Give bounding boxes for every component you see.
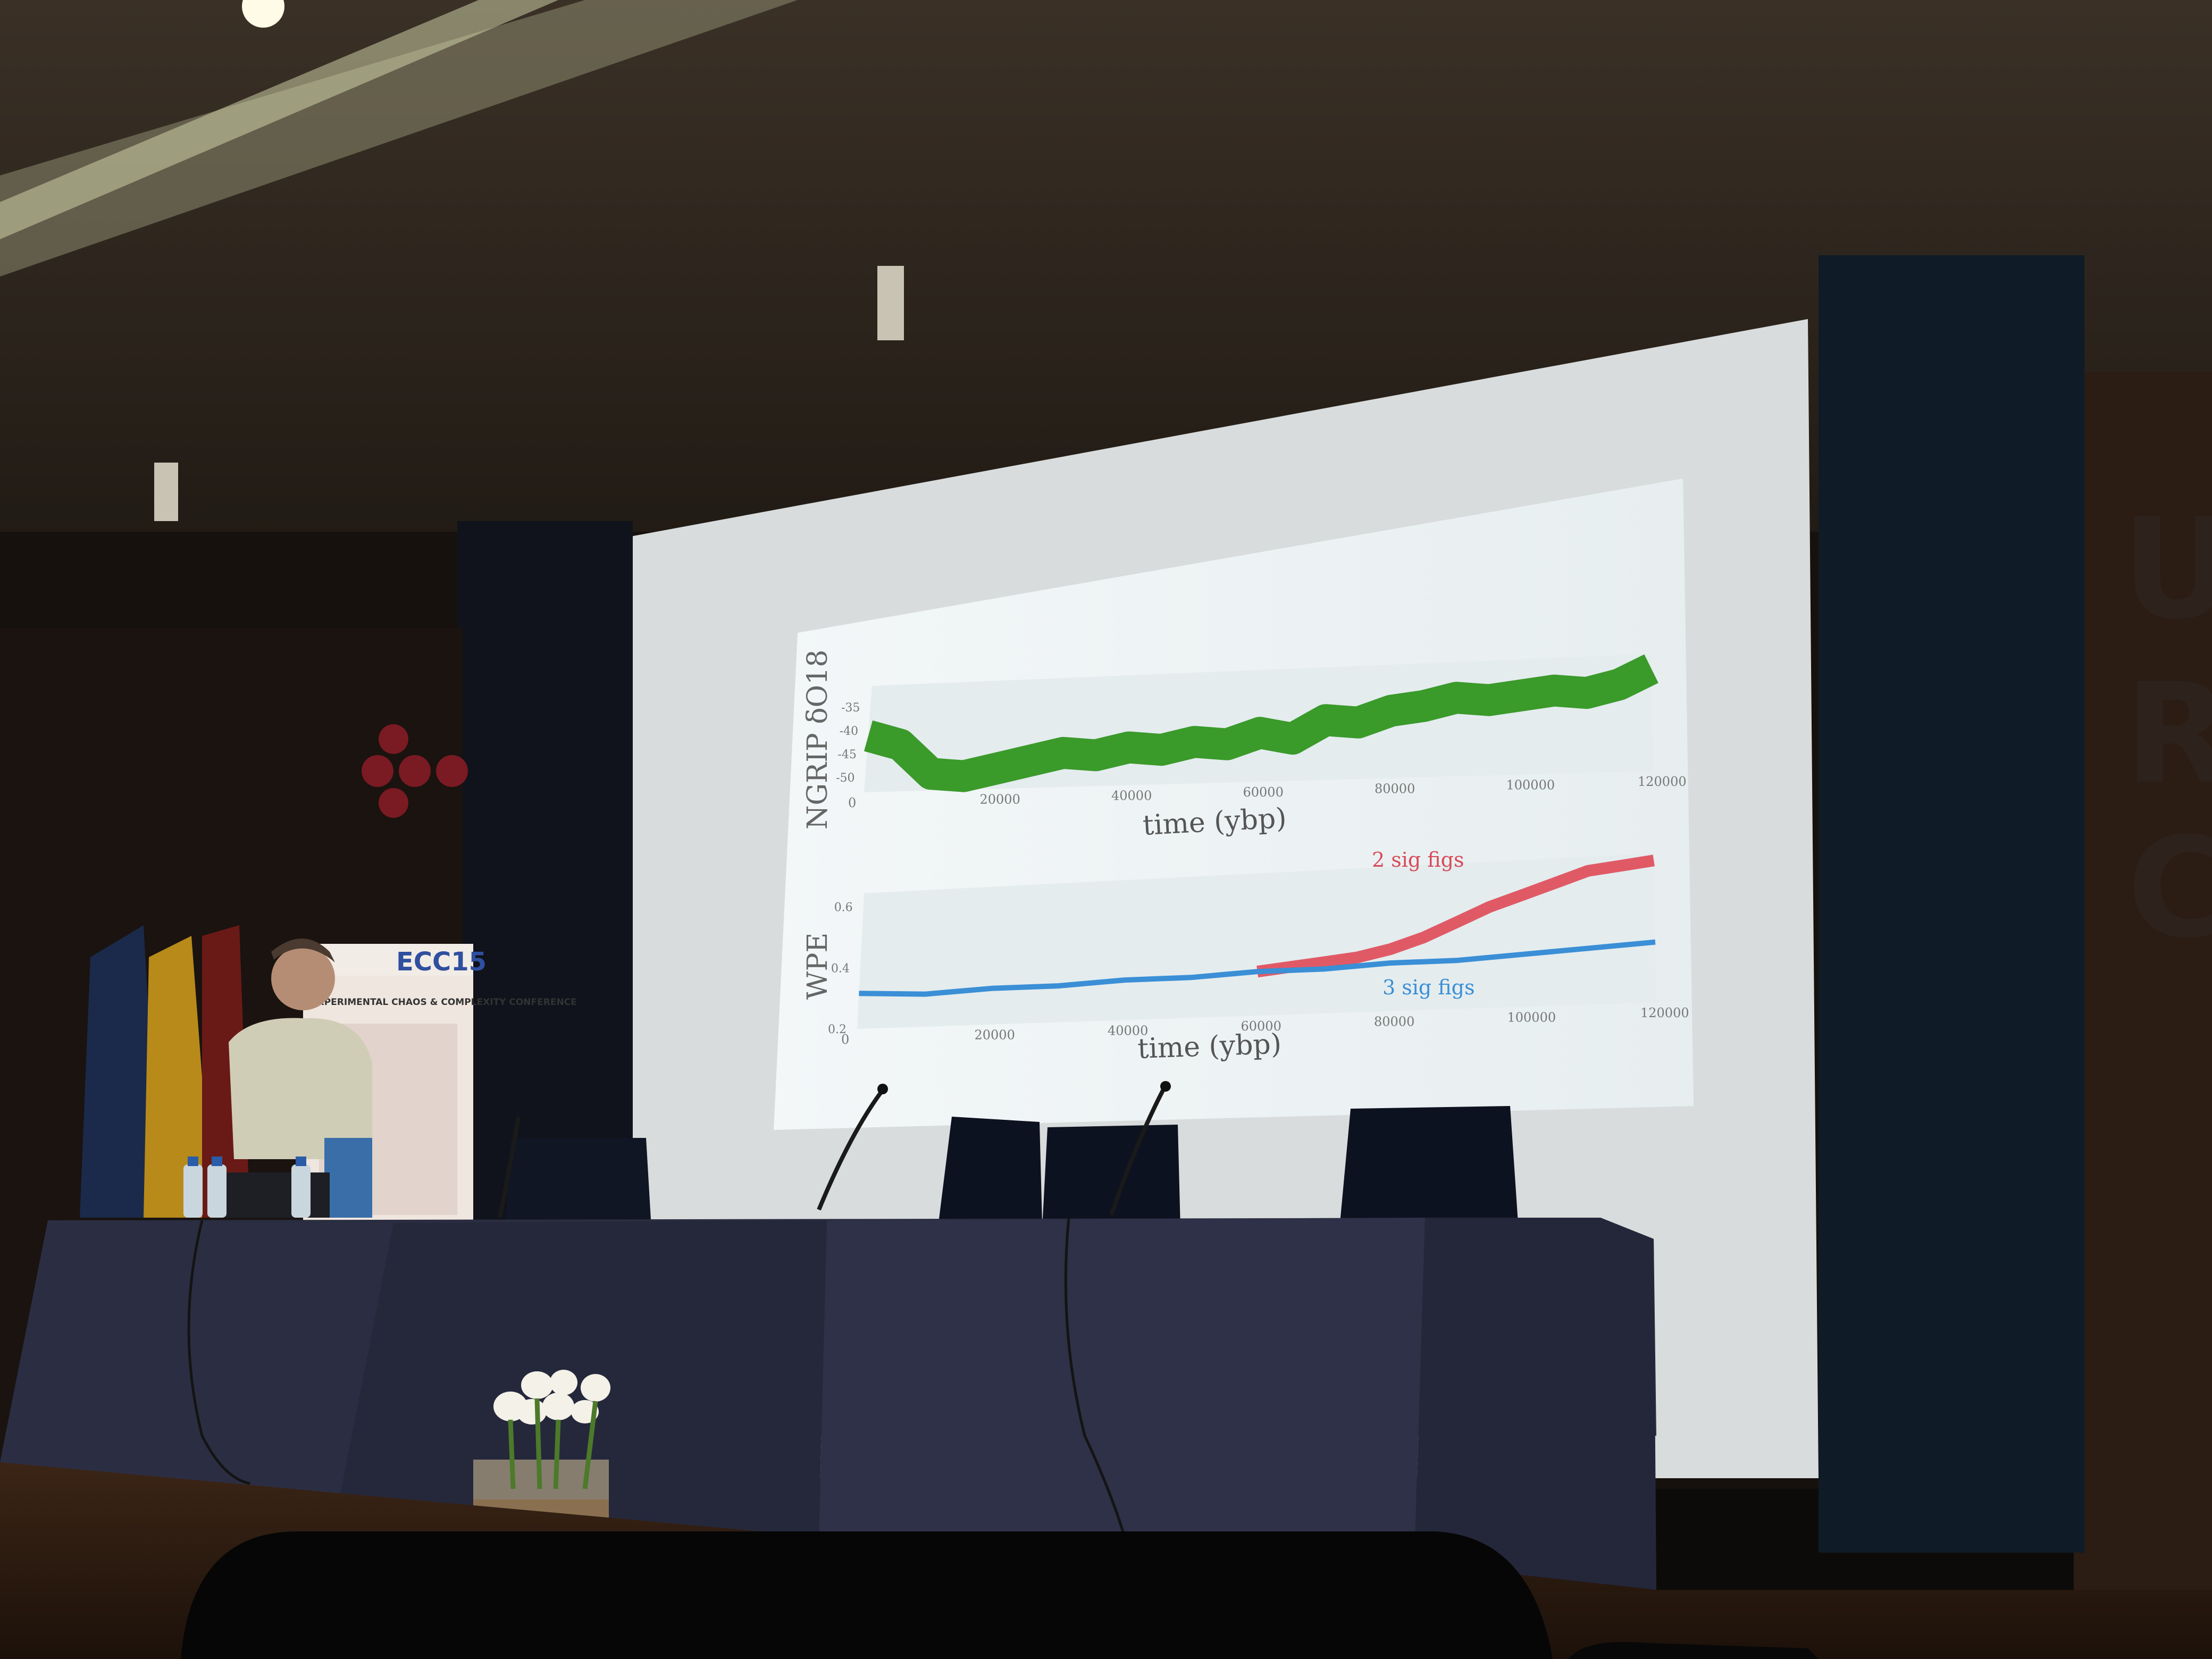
presentation-table	[0, 1218, 1656, 1590]
y-tick-label: 0.4	[831, 962, 850, 975]
banner-subtitle: EXPERIMENTAL CHAOS & COMPLEXITY CONFEREN…	[311, 997, 577, 1008]
flag-yellow	[144, 936, 213, 1218]
right-curtain	[1819, 255, 2084, 1553]
foreground-seat	[181, 1531, 1553, 1659]
wpe-chart: WPE time (ybp) 2 sig figs 3 sig figs 0 20…	[802, 848, 1689, 1065]
y-tick-label: -45	[837, 748, 856, 761]
water-bottles	[183, 1164, 311, 1218]
chair	[1340, 1106, 1518, 1223]
x-tick-label: 60000	[1243, 785, 1284, 800]
ngrip-x-ticks: 0 20000 40000 60000 80000 100000 120000	[848, 774, 1687, 810]
wall-letter: U	[2122, 489, 2212, 650]
ngrip-y-ticks: -35 -40 -45 -50	[836, 701, 860, 785]
ceiling-speaker	[877, 266, 904, 340]
x-tick-label: 60000	[1241, 1019, 1281, 1034]
microphone	[817, 1088, 885, 1211]
x-tick-label: 0	[848, 795, 856, 810]
x-tick-label: 80000	[1374, 1015, 1414, 1029]
x-tick-label: 0	[841, 1032, 849, 1047]
y-tick-label: -50	[836, 772, 854, 785]
wpe-x-ticks: 0 20000 40000 60000 80000 100000 120000	[841, 1006, 1689, 1047]
ngrip-series-line	[864, 654, 1658, 792]
x-tick-label: 40000	[1108, 1023, 1148, 1038]
laptop	[324, 1138, 372, 1218]
bottle-caps	[188, 1157, 306, 1166]
wpe-annotation-3-sig-figs: 3 sig figs	[1382, 976, 1475, 999]
laptop-base	[223, 1172, 330, 1218]
chair	[1042, 1125, 1180, 1228]
flag-blue	[80, 925, 160, 1218]
y-tick-label: 0.6	[834, 901, 853, 915]
microphone-head	[877, 1084, 888, 1094]
foreground-seat	[1569, 1642, 1819, 1659]
wpe-series-2-sig-figs	[1256, 854, 1655, 978]
ceiling-light-strip	[0, 0, 798, 276]
wpe-xlabel: time (ybp)	[1137, 1028, 1282, 1065]
ceiling-light-strip-glow	[0, 0, 558, 239]
wall-logo	[362, 724, 468, 818]
cable	[187, 1220, 250, 1485]
chair	[505, 1138, 651, 1228]
x-tick-label: 40000	[1111, 789, 1152, 803]
wpe-y-ticks: 0.2 0.4 0.6	[828, 901, 853, 1037]
cable	[1064, 1217, 1134, 1569]
speaker-person	[229, 939, 372, 1159]
ngrip-xlabel: time (ybp)	[1142, 802, 1287, 842]
microphone-head	[1160, 1081, 1171, 1092]
banner-title: ECC15	[396, 947, 487, 977]
wall-letter: C	[2127, 808, 2212, 969]
ceiling-spotlight	[242, 0, 284, 28]
wpe-ylabel: WPE	[802, 933, 834, 1000]
y-tick-label: 0.2	[828, 1023, 847, 1036]
x-tick-label: 120000	[1640, 1006, 1689, 1020]
x-tick-label: 100000	[1506, 778, 1555, 793]
y-tick-label: -35	[841, 701, 860, 715]
wpe-series-3-sig-figs	[859, 939, 1656, 997]
x-tick-label: 20000	[975, 1028, 1015, 1043]
wpe-annotation-2-sig-figs: 2 sig figs	[1372, 848, 1464, 872]
microphone	[1109, 1086, 1167, 1216]
ngrip-chart: NGRIP δO18 time (ybp) 0 20000 40000 60000 80…	[802, 650, 1687, 842]
y-tick-label: -40	[840, 725, 858, 738]
microphone	[498, 1116, 521, 1218]
tulip-stems	[508, 1398, 598, 1489]
x-tick-label: 80000	[1375, 781, 1415, 796]
ngrip-ylabel: NGRIP δO18	[802, 650, 834, 830]
ceiling-speaker	[154, 463, 178, 521]
x-tick-label: 20000	[980, 792, 1020, 807]
wall-panel-right	[2074, 372, 2212, 1595]
x-tick-label: 120000	[1638, 774, 1687, 789]
chair	[939, 1117, 1042, 1223]
wall-letter: R	[2124, 654, 2212, 815]
x-tick-label: 100000	[1507, 1010, 1556, 1025]
